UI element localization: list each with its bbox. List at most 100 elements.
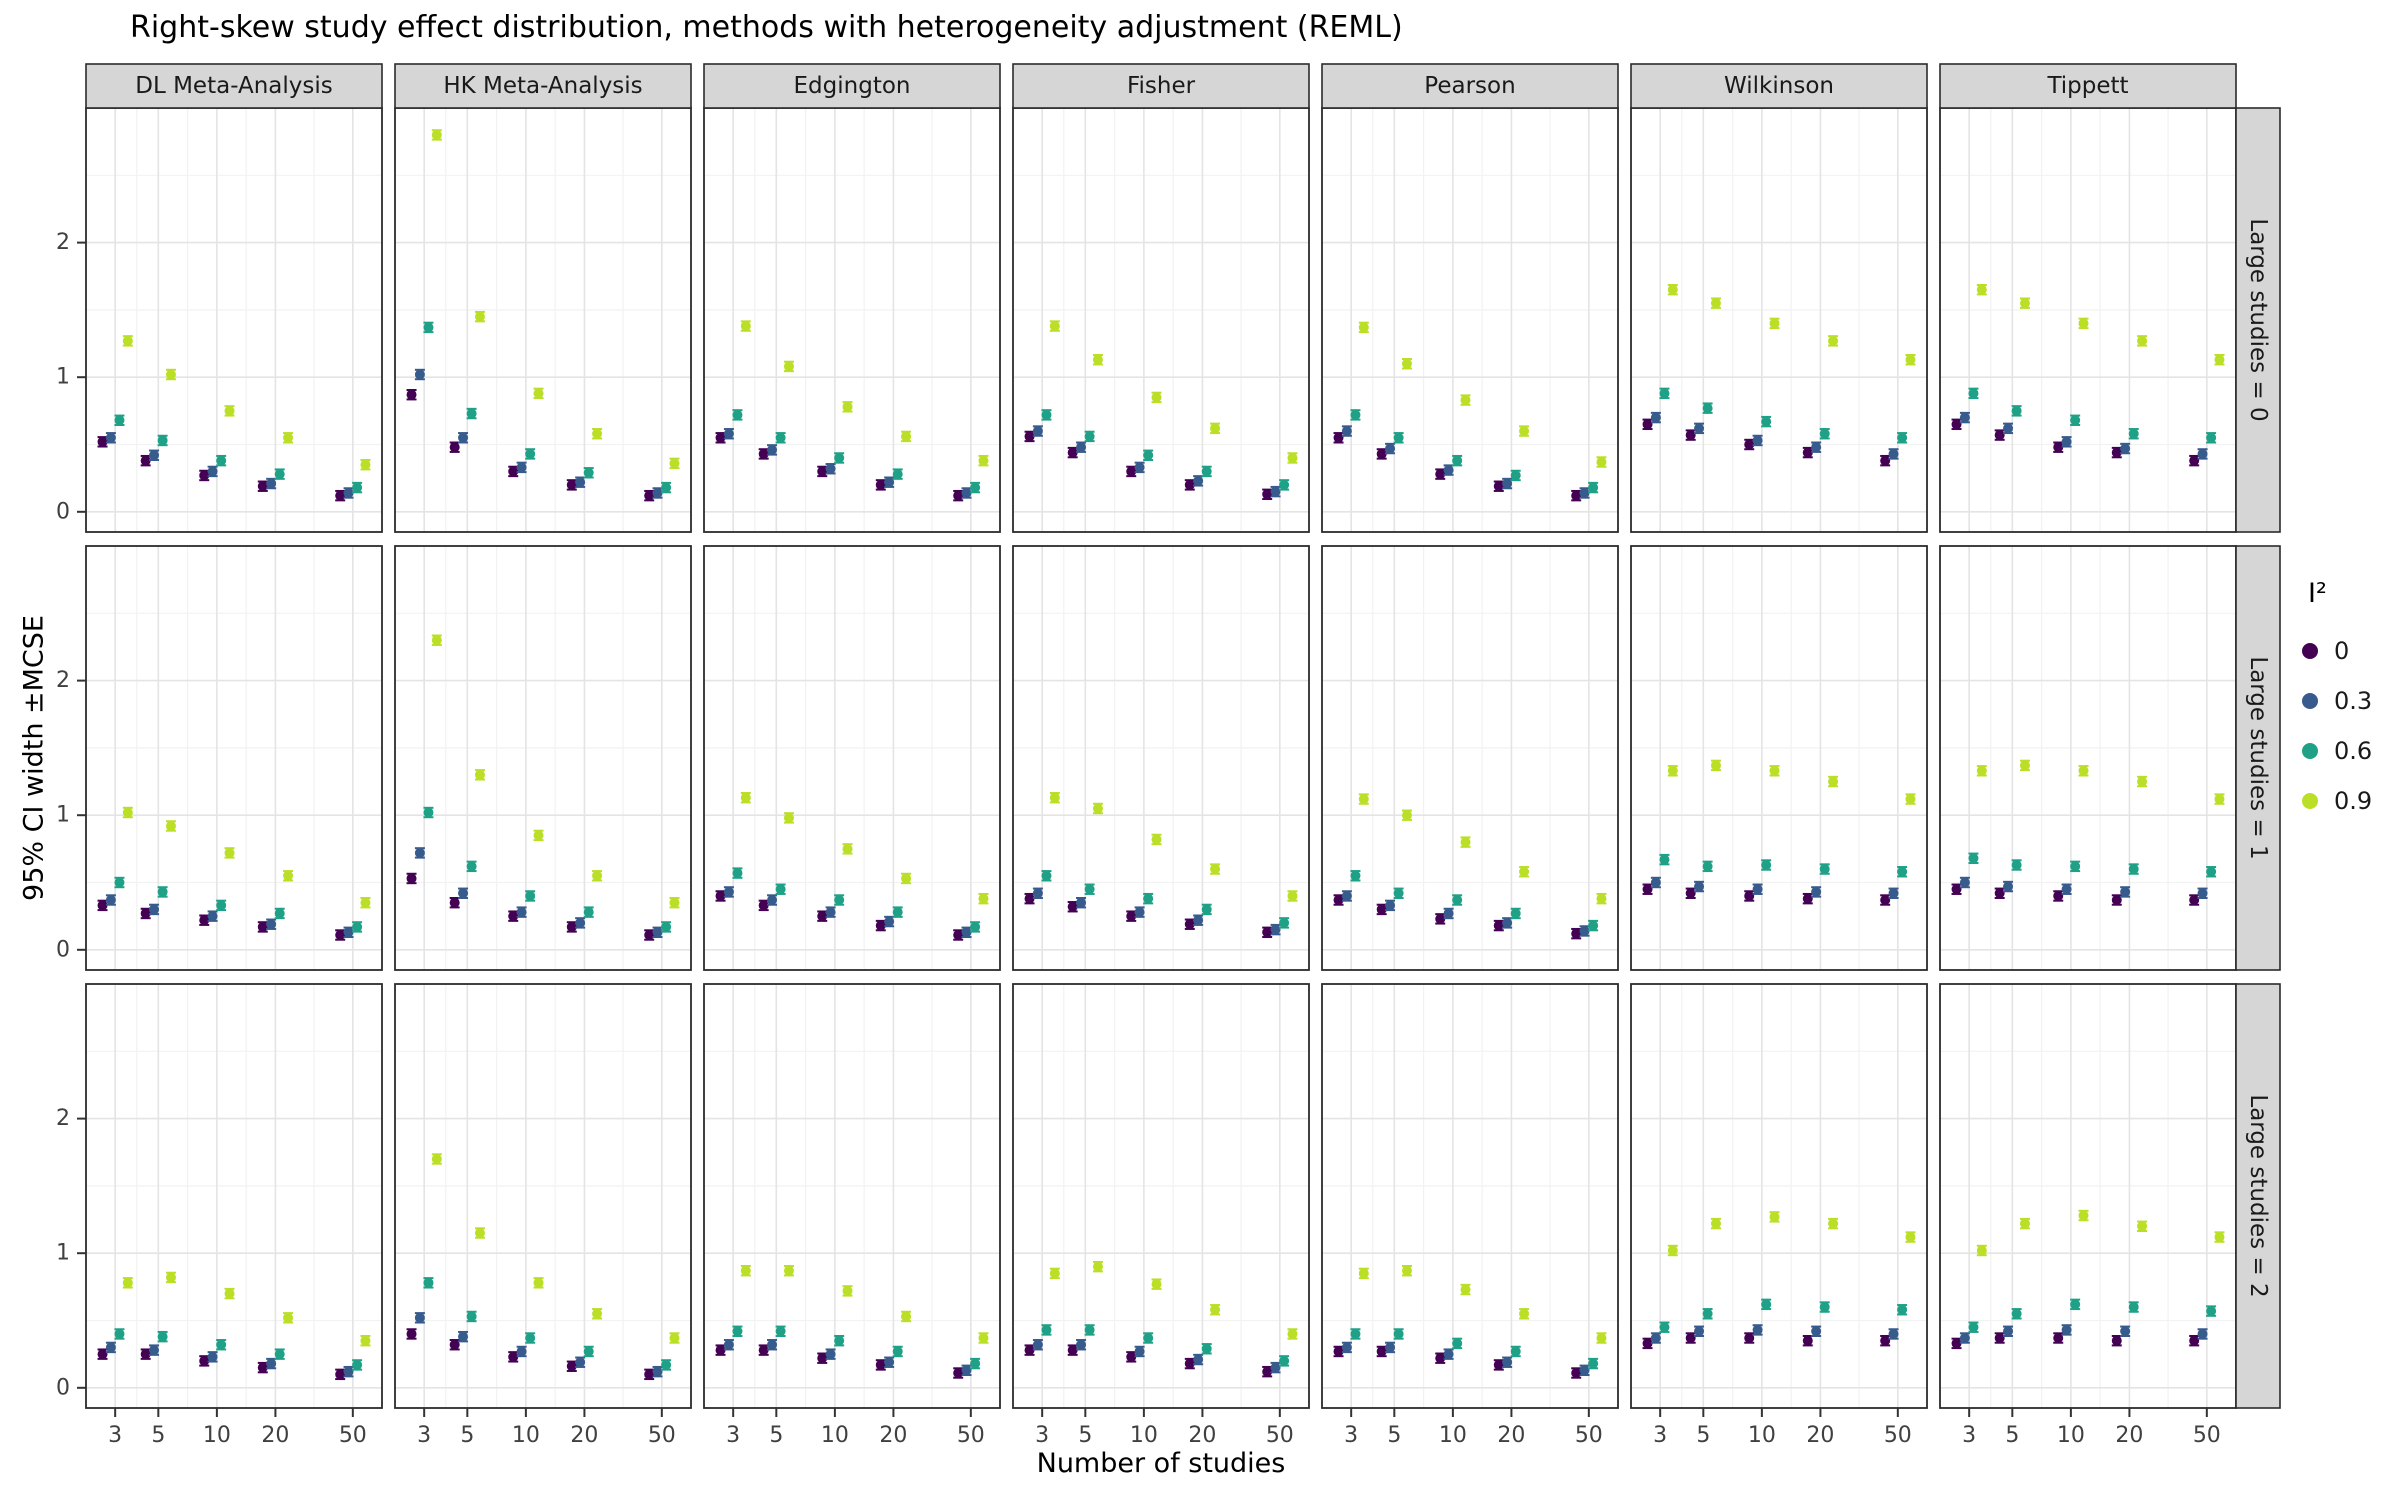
series-0	[406, 872, 655, 941]
data-point	[592, 870, 603, 881]
panel-border	[1630, 545, 1928, 971]
facet-strip-top	[394, 63, 692, 109]
data-point	[740, 321, 751, 332]
series-0.3	[723, 428, 972, 499]
series-0	[1951, 1332, 2200, 1350]
data-point	[449, 1339, 460, 1350]
data-point	[2003, 881, 2014, 892]
data-point	[474, 1228, 485, 1239]
series-0	[1333, 1345, 1582, 1379]
data-point	[1049, 792, 1060, 803]
panel-border	[703, 545, 1001, 971]
data-point	[1134, 907, 1145, 918]
data-point	[2019, 1218, 2030, 1229]
data-point	[2003, 1326, 2014, 1337]
data-point	[335, 490, 346, 501]
data-point	[525, 1333, 536, 1344]
series-0.3	[105, 1341, 354, 1378]
series-0.9	[1049, 320, 1298, 464]
data-point	[533, 830, 544, 841]
data-point	[343, 487, 354, 498]
series-0	[715, 432, 964, 502]
data-point	[406, 389, 417, 400]
data-point	[1460, 837, 1471, 848]
data-point	[1519, 1308, 1530, 1319]
data-point	[961, 1365, 972, 1376]
data-point	[1341, 426, 1352, 437]
x-tick-label: 5	[2005, 1423, 2019, 1448]
facet-strip-top	[1321, 63, 1619, 109]
data-point	[775, 884, 786, 895]
data-point	[414, 1312, 425, 1323]
x-tick-label: 20	[2115, 1423, 2143, 1448]
data-point	[1024, 1345, 1035, 1356]
data-point	[1761, 1299, 1772, 1310]
data-point	[1828, 1218, 1839, 1229]
data-point	[1519, 426, 1530, 437]
data-point	[165, 1272, 176, 1283]
legend-swatch-icon	[2302, 693, 2318, 709]
data-point	[884, 1357, 895, 1368]
data-point	[2003, 423, 2014, 434]
series-0.6	[114, 1328, 363, 1371]
series-0.3	[1959, 876, 2208, 899]
data-point	[2197, 1328, 2208, 1339]
x-tick-label: 5	[151, 1423, 165, 1448]
data-point	[1959, 412, 1970, 423]
data-point	[732, 409, 743, 420]
data-point	[1358, 794, 1369, 805]
data-point	[449, 897, 460, 908]
data-point	[970, 1358, 981, 1369]
data-point	[165, 820, 176, 831]
data-point	[834, 1335, 845, 1346]
series-0.3	[105, 894, 354, 939]
data-point	[207, 911, 218, 922]
data-point	[1968, 853, 1979, 864]
data-point	[525, 890, 536, 901]
data-point	[1151, 392, 1162, 403]
series-0.9	[1667, 284, 1916, 366]
data-point	[516, 1346, 527, 1357]
data-point	[1571, 490, 1582, 501]
panel-background	[1631, 984, 1927, 1408]
data-point	[525, 448, 536, 459]
data-point	[458, 432, 469, 443]
panel-border	[703, 983, 1001, 1409]
data-point	[1493, 1359, 1504, 1370]
facet-strip-top	[1012, 63, 1310, 109]
data-point	[224, 405, 235, 416]
data-point	[1994, 888, 2005, 899]
data-point	[758, 900, 769, 911]
series-0.9	[431, 129, 680, 470]
data-point	[1493, 920, 1504, 931]
x-tick-label: 3	[417, 1423, 431, 1448]
data-point	[458, 888, 469, 899]
data-point	[2011, 1308, 2022, 1319]
data-point	[892, 469, 903, 480]
series-0.6	[423, 1277, 672, 1371]
data-point	[669, 1333, 680, 1344]
data-point	[1650, 1333, 1661, 1344]
data-point	[1596, 893, 1607, 904]
data-point	[978, 893, 989, 904]
data-point	[575, 1357, 586, 1368]
legend-swatch-icon	[2302, 793, 2318, 809]
data-point	[157, 1331, 168, 1342]
data-point	[423, 807, 434, 818]
data-point	[1460, 1284, 1471, 1295]
x-tick-label: 50	[339, 1423, 367, 1448]
data-point	[2120, 886, 2131, 897]
data-point	[1024, 431, 1035, 442]
data-point	[1510, 470, 1521, 481]
series-0.9	[122, 335, 371, 471]
data-point	[1024, 893, 1035, 904]
panel-background	[1631, 108, 1927, 532]
data-point	[335, 1369, 346, 1380]
data-point	[1262, 927, 1273, 938]
series-0.6	[1041, 1324, 1290, 1367]
data-point	[1994, 1333, 2005, 1344]
data-point	[199, 1355, 210, 1366]
panel-background	[1631, 546, 1927, 970]
x-tick-label: 50	[1884, 1423, 1912, 1448]
data-point	[978, 1333, 989, 1344]
